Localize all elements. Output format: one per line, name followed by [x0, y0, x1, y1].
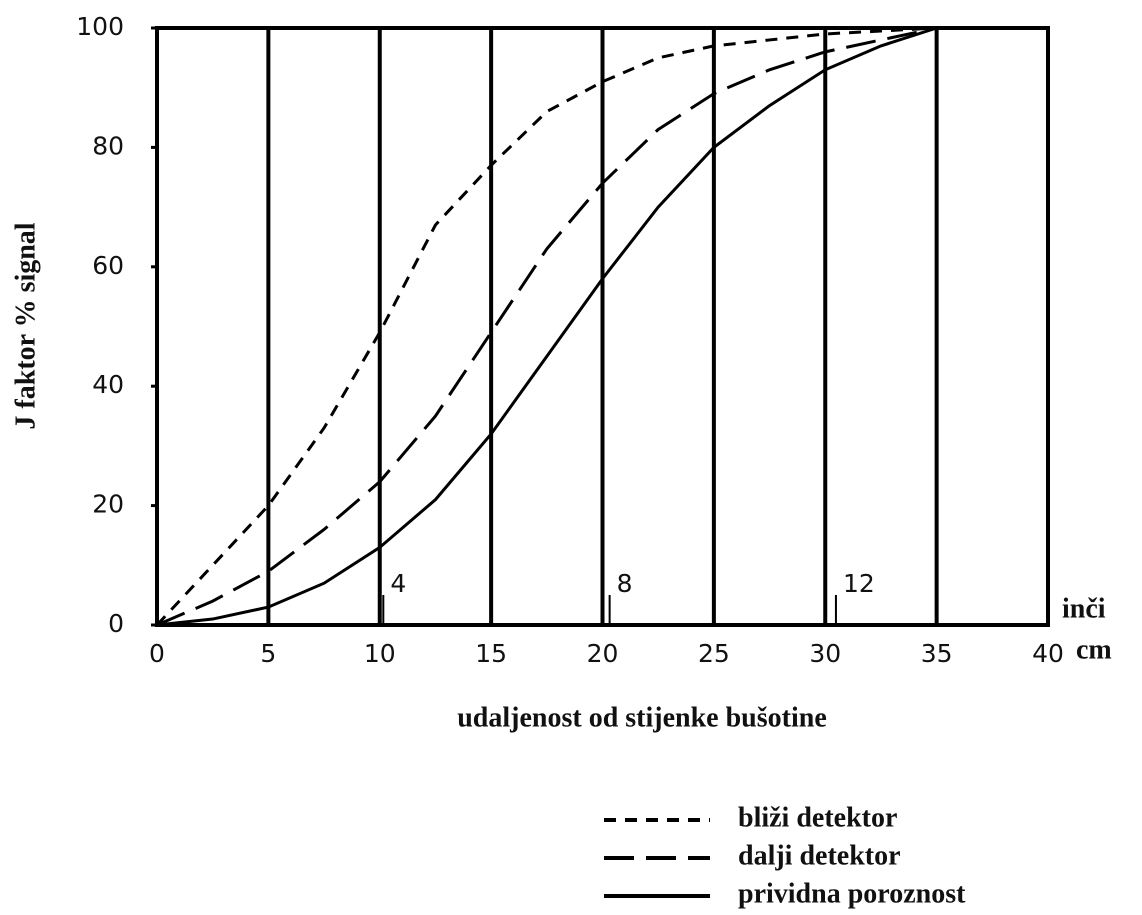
- series-line: [156, 26, 1048, 627]
- x-tick-label: 20: [587, 639, 619, 668]
- x2-tick-label: 4: [390, 569, 406, 598]
- y-tick-label: 100: [76, 12, 124, 41]
- y-tick-label: 20: [92, 490, 124, 519]
- x2-unit-label: inči: [1062, 593, 1106, 624]
- legend-label: prividna poroznost: [738, 878, 966, 909]
- x-tick-label: 40: [1032, 639, 1064, 668]
- series-line: [156, 26, 1048, 627]
- legend-label: dalji detektor: [738, 840, 901, 871]
- x-unit-label: cm: [1076, 634, 1112, 665]
- x-tick-label: 5: [260, 639, 276, 668]
- y-tick-label: 0: [108, 609, 124, 638]
- x-axis-label: udaljenost od stijenke bušotine: [457, 702, 827, 733]
- x-tick-label: 25: [698, 639, 730, 668]
- x-tick-label: 15: [475, 639, 507, 668]
- x2-tick-label: 8: [617, 569, 633, 598]
- y-tick-label: 60: [92, 251, 124, 280]
- plot-frame: [155, 26, 1050, 627]
- x-tick-label: 35: [921, 639, 953, 668]
- x2-tick-label: 12: [843, 569, 875, 598]
- y-axis-label: J faktor % signal: [10, 222, 41, 429]
- x-tick-label: 10: [364, 639, 396, 668]
- legend-label: bliži detektor: [738, 802, 897, 833]
- series-line: [155, 26, 1048, 627]
- y-tick-label: 40: [92, 370, 124, 399]
- x-tick-label: 30: [809, 639, 841, 668]
- y-tick-label: 80: [92, 131, 124, 160]
- x-tick-label: 0: [149, 639, 165, 668]
